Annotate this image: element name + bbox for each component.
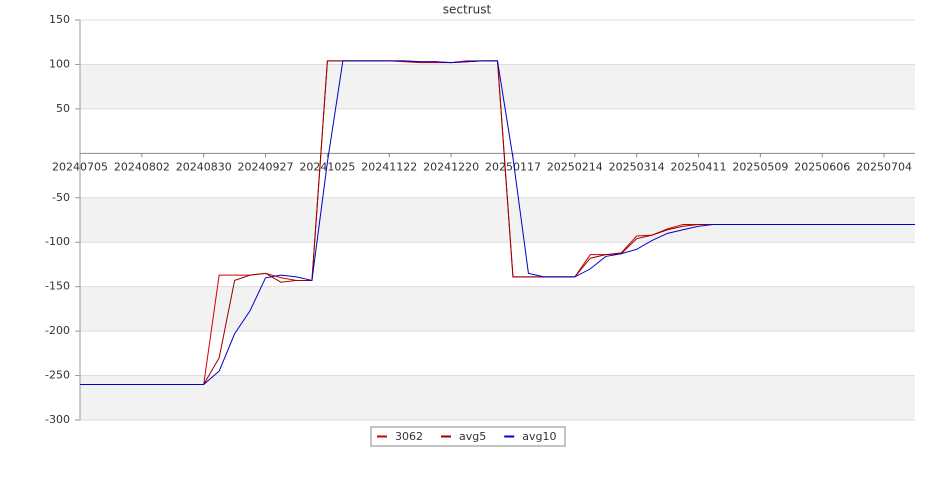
x-tick-label: 20241122	[361, 160, 417, 173]
x-tick-label: 20250117	[485, 160, 541, 173]
x-tick-label: 20250606	[794, 160, 850, 173]
x-tick-label: 20240802	[114, 160, 170, 173]
line-series	[80, 60, 915, 385]
x-tick-label: 20250411	[671, 160, 727, 173]
x-tick-label: 20241025	[299, 160, 355, 173]
grid-band	[80, 197, 915, 243]
x-tick-label: 20250704	[856, 160, 912, 173]
y-tick-label: -200	[45, 324, 70, 337]
y-tick-label: -50	[52, 191, 70, 204]
legend-label: avg5	[459, 430, 486, 443]
grid-band	[80, 64, 915, 109]
y-tick-label: -300	[45, 413, 70, 426]
y-tick-label: -250	[45, 369, 70, 382]
x-tick-label: 20250214	[547, 160, 603, 173]
x-tick-label: 20240705	[52, 160, 108, 173]
y-tick-label: -100	[45, 235, 70, 248]
grid-band	[80, 375, 915, 420]
legend-label: 3062	[395, 430, 423, 443]
x-tick-label: 20241220	[423, 160, 479, 173]
y-tick-label: -150	[45, 280, 70, 293]
x-tick-label: 20250509	[732, 160, 788, 173]
x-tick-label: 20240927	[238, 160, 294, 173]
grid-band	[80, 286, 915, 332]
x-tick-label: 20250314	[609, 160, 665, 173]
x-tick-label: 20240830	[176, 160, 232, 173]
legend-label: avg10	[522, 430, 556, 443]
chart-title: sectrust	[443, 3, 492, 17]
y-tick-label: 100	[49, 57, 70, 70]
legend: 3062 avg5 avg10	[370, 426, 566, 447]
y-tick-label: 150	[49, 13, 70, 26]
grid-bands	[80, 64, 915, 420]
legend-box	[370, 426, 566, 447]
y-tick-label: 50	[56, 102, 70, 115]
